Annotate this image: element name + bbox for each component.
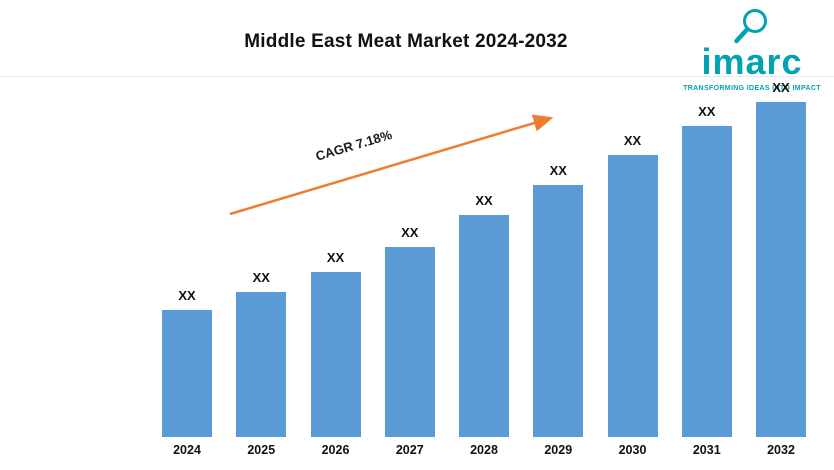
bar-value-label: XX (252, 269, 270, 285)
bar-value-label: XX (623, 132, 642, 148)
bar (681, 126, 732, 438)
magnifier-icon (734, 9, 767, 44)
chart-title: Middle East Meat Market 2024-2032 (244, 31, 568, 52)
logo-tagline: TRANSFORMING IDEAS INTO IMPACT (683, 85, 821, 92)
bar-group: XX 2024 (162, 287, 212, 458)
bar (607, 155, 658, 438)
bar-group: XX 2026 (310, 249, 361, 458)
bar (310, 272, 361, 438)
bar-year-label: 2025 (247, 443, 276, 458)
bar (162, 310, 212, 438)
bar-group: XX 2031 (681, 103, 732, 458)
bar-group: XX 2032 (756, 79, 806, 458)
bar-value-label: XX (772, 79, 790, 95)
bar-value-label: XX (549, 162, 567, 178)
bar-year-label: 2030 (618, 443, 647, 458)
bar (384, 247, 435, 438)
bar-value-label: XX (178, 287, 196, 303)
bar-group: XX 2025 (236, 269, 287, 458)
bar-value-label: XX (326, 249, 345, 265)
bar-group: XX 2027 (384, 224, 435, 458)
bar-row: XX 2024 XX 2025 XX 2026 XX 2027 XX 2028 XX 2029 XX 20… (162, 79, 806, 458)
imarc-logo: imarc TRANSFORMING IDEAS INTO IMPACT (683, 7, 821, 92)
bar-group: XX 2028 (459, 192, 509, 458)
bar (756, 102, 806, 438)
bar-year-label: 2027 (395, 443, 424, 458)
header-divider (0, 76, 834, 77)
bar-year-label: 2029 (544, 443, 573, 458)
logo-wordmark: imarc (701, 41, 803, 82)
bar-group: XX 2029 (533, 162, 584, 458)
bar-year-label: 2024 (173, 443, 201, 458)
bar-year-label: 2026 (321, 443, 350, 458)
bar-year-label: 2032 (767, 443, 795, 458)
bar-value-label: XX (401, 224, 419, 240)
bar (459, 215, 509, 438)
bar-group: XX 2030 (607, 132, 658, 458)
bar-year-label: 2031 (692, 443, 721, 458)
bar (236, 292, 287, 438)
bar (533, 185, 584, 438)
bar-year-label: 2028 (470, 443, 498, 458)
bar-value-label: XX (698, 103, 716, 119)
bar-value-label: XX (475, 192, 493, 208)
